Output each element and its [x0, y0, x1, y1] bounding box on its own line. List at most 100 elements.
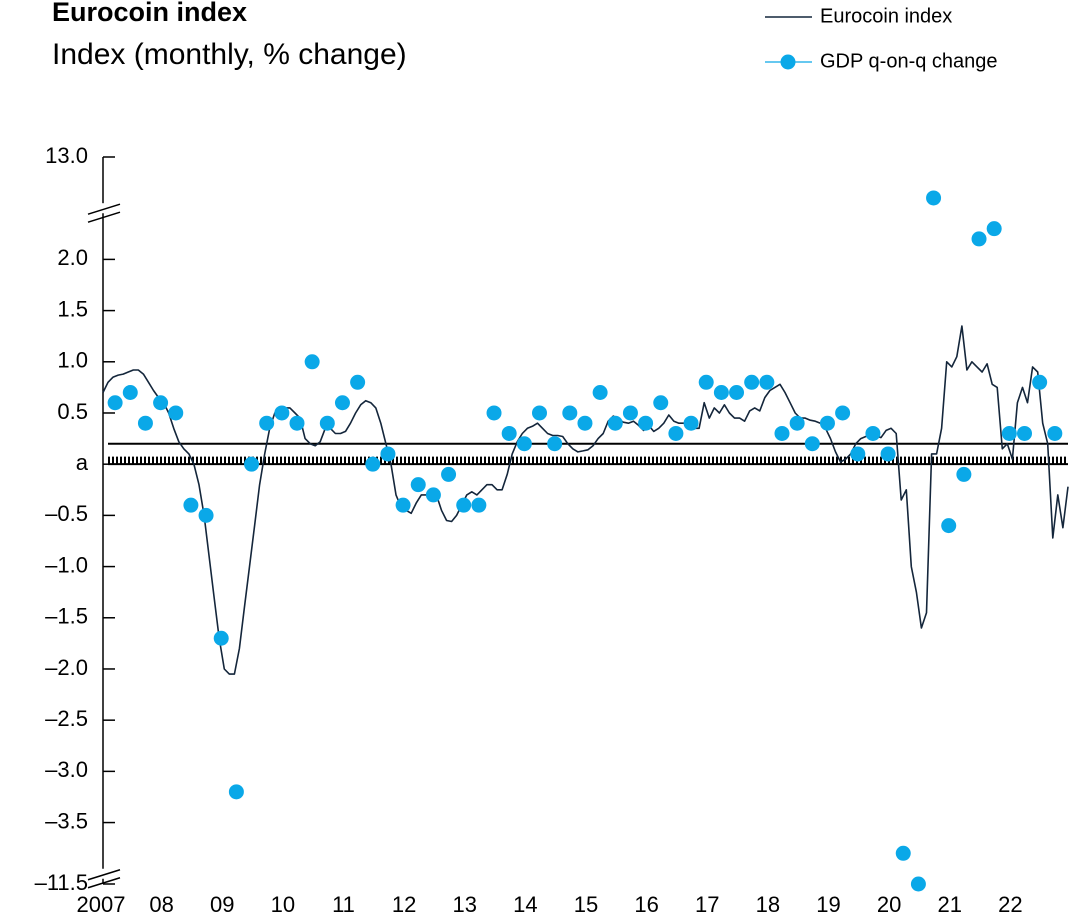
gdp-dot	[956, 466, 972, 482]
gdp-dot	[941, 518, 957, 534]
x-tick-label: 14	[513, 892, 537, 917]
gdp-dot	[1001, 425, 1017, 441]
axis-break	[87, 877, 121, 889]
gdp-dot	[274, 405, 290, 421]
x-tick-label: 11	[332, 892, 355, 917]
gdp-dot	[910, 876, 926, 892]
gdp-dot	[304, 354, 320, 370]
legend-label: Eurocoin index	[820, 5, 952, 27]
axis-break	[87, 211, 121, 223]
x-tick-label: 13	[453, 892, 477, 917]
y-tick-label: –3.0	[45, 757, 88, 782]
gdp-dot	[653, 395, 669, 411]
gdp-dot	[456, 497, 472, 513]
gdp-dot	[819, 415, 835, 431]
y-tick-label: –2.5	[45, 706, 88, 731]
gdp-dot	[516, 436, 532, 452]
gdp-dot	[865, 425, 881, 441]
gdp-dot	[759, 374, 775, 390]
gdp-dot	[744, 374, 760, 390]
y-tick-label: –0.5	[45, 501, 88, 526]
gdp-dot	[668, 425, 684, 441]
gdp-dot	[607, 415, 623, 431]
axis-break	[87, 203, 121, 215]
gdp-dot	[532, 405, 547, 421]
gdp-dot	[501, 425, 517, 441]
gdp-dot	[410, 477, 426, 493]
gdp-dot	[471, 497, 487, 513]
x-tick-label: 21	[938, 892, 962, 917]
gdp-dot	[1047, 425, 1063, 441]
x-tick-label: 19	[816, 892, 840, 917]
gdp-dot	[789, 415, 805, 431]
gdp-dot	[562, 405, 578, 421]
gdp-dot	[683, 415, 699, 431]
gdp-dot	[213, 630, 229, 646]
gdp-dot	[244, 456, 260, 472]
gdp-dot	[577, 415, 593, 431]
gdp-dot	[334, 395, 350, 411]
gdp-dot	[228, 784, 244, 800]
gdp-dot	[198, 507, 214, 523]
gdp-dot	[592, 385, 608, 401]
x-tick-label: 10	[271, 892, 295, 917]
gdp-dot	[122, 385, 138, 401]
y-tick-label: 13.0	[45, 143, 88, 168]
gdp-dot	[107, 395, 123, 411]
gdp-dot	[835, 405, 851, 421]
axis-break	[87, 869, 121, 881]
y-tick-label: –3.5	[45, 808, 88, 833]
y-tick-label: 1.0	[57, 348, 88, 373]
gdp-dot	[880, 446, 896, 462]
y-tick-label: –11.5	[35, 870, 88, 895]
y-tick-label: –1.0	[45, 552, 88, 577]
gdp-dot	[729, 385, 745, 401]
gdp-dot	[1032, 374, 1048, 390]
legend-swatch	[780, 54, 796, 70]
gdp-dot	[319, 415, 335, 431]
x-tick-label: 22	[998, 892, 1022, 917]
chart-subtitle: Index (monthly, % change)	[52, 38, 407, 71]
eurocoin-line	[102, 325, 1069, 675]
gdp-dot	[713, 385, 729, 401]
gdp-dot	[153, 395, 169, 411]
gdp-dot	[622, 405, 638, 421]
x-tick-label: 08	[149, 892, 173, 917]
gdp-dot	[698, 374, 714, 390]
gdp-dot	[137, 415, 153, 431]
y-tick-label: 1.5	[57, 296, 88, 321]
x-tick-label: 18	[756, 892, 780, 917]
gdp-dot	[425, 487, 441, 503]
y-tick-label: 2.0	[57, 245, 88, 270]
x-tick-label: 09	[210, 892, 234, 917]
gdp-dot	[486, 405, 502, 421]
x-tick-label: 2007	[77, 892, 126, 917]
gdp-dot	[1017, 425, 1032, 441]
gdp-dot	[441, 466, 457, 482]
gdp-dot	[395, 497, 411, 513]
x-tick-label: 17	[695, 892, 719, 917]
gdp-dot	[365, 456, 381, 472]
gdp-dot	[183, 497, 199, 513]
gdp-dot	[638, 415, 654, 431]
gdp-dot	[168, 405, 184, 421]
x-tick-label: 20	[877, 892, 901, 917]
y-tick-label: –2.0	[45, 655, 88, 680]
gdp-dot	[350, 374, 366, 390]
gdp-dot	[986, 221, 1002, 237]
x-tick-label: 15	[574, 892, 598, 917]
gdp-dot	[926, 190, 942, 206]
y-tick-label: a	[76, 450, 89, 475]
gdp-dot	[895, 845, 911, 861]
x-tick-label: 16	[634, 892, 658, 917]
x-tick-label: 12	[392, 892, 416, 917]
gdp-dot	[380, 446, 396, 462]
gdp-dot	[547, 436, 563, 452]
gdp-dot	[774, 425, 790, 441]
gdp-dot	[289, 415, 305, 431]
legend-label: GDP q-on-q change	[820, 50, 998, 72]
chart-title: Eurocoin index	[52, 0, 247, 27]
gdp-dot	[259, 415, 275, 431]
